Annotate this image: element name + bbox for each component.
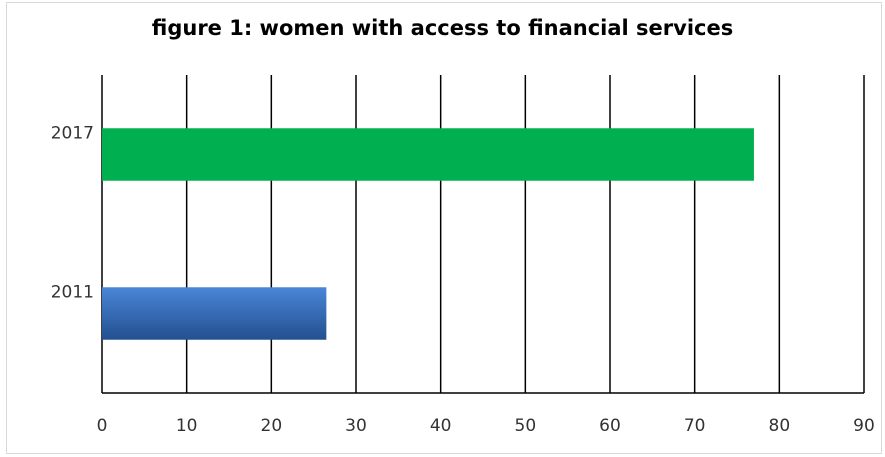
x-tick-label: 10 bbox=[176, 416, 198, 436]
chart-title: figure 1: women with access to financial… bbox=[151, 16, 734, 40]
category-label: 2017 bbox=[51, 124, 94, 144]
x-tick-label: 20 bbox=[261, 416, 283, 436]
x-tick-label: 90 bbox=[853, 416, 875, 436]
x-tick-label: 70 bbox=[684, 416, 706, 436]
chart-frame bbox=[6, 2, 882, 454]
x-tick-label: 50 bbox=[515, 416, 537, 436]
x-tick-label: 30 bbox=[345, 416, 367, 436]
bar-2017 bbox=[102, 128, 754, 181]
x-tick-label: 40 bbox=[430, 416, 452, 436]
x-tick-label: 80 bbox=[769, 416, 791, 436]
x-tick-label: 60 bbox=[599, 416, 621, 436]
x-tick-label: 0 bbox=[97, 416, 108, 436]
category-label: 2011 bbox=[51, 283, 94, 303]
bar-2011 bbox=[102, 287, 327, 340]
